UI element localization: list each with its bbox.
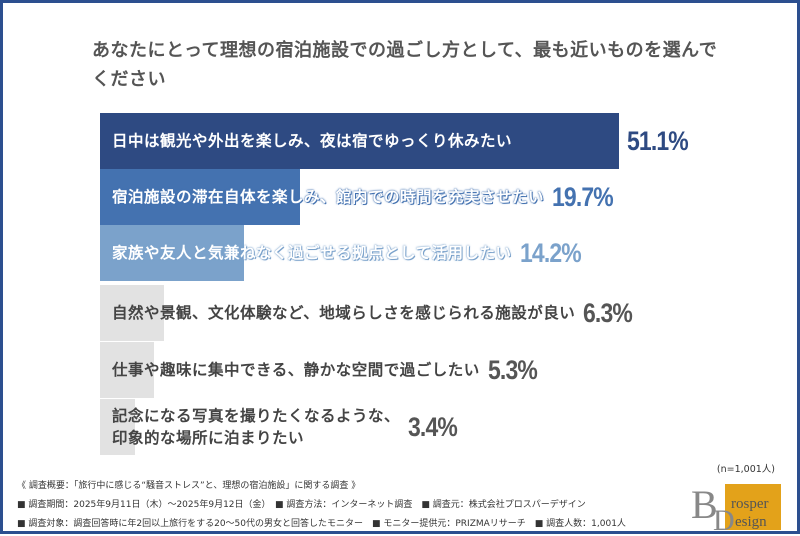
prosper-design-logo: B D rosper esign xyxy=(685,482,785,536)
survey-details-2: ■ 調査対象：調査回答時に年2回以上旅行をする20～50代の男女と回答したモニタ… xyxy=(17,519,626,529)
svg-text:esign: esign xyxy=(735,514,767,530)
survey-heading: 《 調査概要：「旅行中に感じる“騒音ストレス”と、理想の宿泊施設」に関する調査 … xyxy=(17,481,361,491)
bar xyxy=(100,342,154,398)
value-label: 51.1% xyxy=(627,125,689,156)
bar-label: 宿泊施設の滞在自体を楽しみ、館内での時間を充実させたい xyxy=(112,188,545,206)
value-label: 19.7% xyxy=(552,181,614,212)
bar-label: 日中は観光や外出を楽しみ、夜は宿でゆっくり休みたい xyxy=(112,132,513,150)
bar-chart: 日中は観光や外出を楽しみ、夜は宿でゆっくり休みたい 51.1% 宿泊施設の滞在自体を… xyxy=(3,3,800,455)
bar-label: 記念になる写真を撮りたくなるような、 印象的な場所に泊まりたい xyxy=(112,407,401,447)
chart-title: あなたにとって理想の宿泊施設での過ごし方として、最も近いものを選んでください xyxy=(92,40,718,90)
survey-details-1: ■ 調査期間：2025年9月11日（木）～2025年9月12日（金） ■ 調査方… xyxy=(17,500,586,510)
sample-size: (n=1,001人) xyxy=(716,464,775,475)
bar xyxy=(100,113,619,169)
value-label: 3.4% xyxy=(408,411,458,442)
bar xyxy=(100,285,164,341)
bar xyxy=(100,225,245,281)
value-label: 5.3% xyxy=(488,354,538,385)
bar-label: 自然や景観、文化体験など、地域らしさを感じられる施設が良い xyxy=(112,304,576,322)
value-label: 6.3% xyxy=(583,297,633,328)
svg-text:rosper: rosper xyxy=(731,496,769,512)
bar xyxy=(100,169,300,225)
bar-label: 家族や友人と気兼ねなく過ごせる拠点として活用したい xyxy=(112,244,512,262)
value-label: 14.2% xyxy=(520,237,582,268)
bar xyxy=(100,399,135,455)
svg-text:D: D xyxy=(713,504,735,532)
bar-label: 仕事や趣味に集中できる、静かな空間で過ごしたい xyxy=(112,361,480,379)
svg-text:B: B xyxy=(691,482,718,527)
